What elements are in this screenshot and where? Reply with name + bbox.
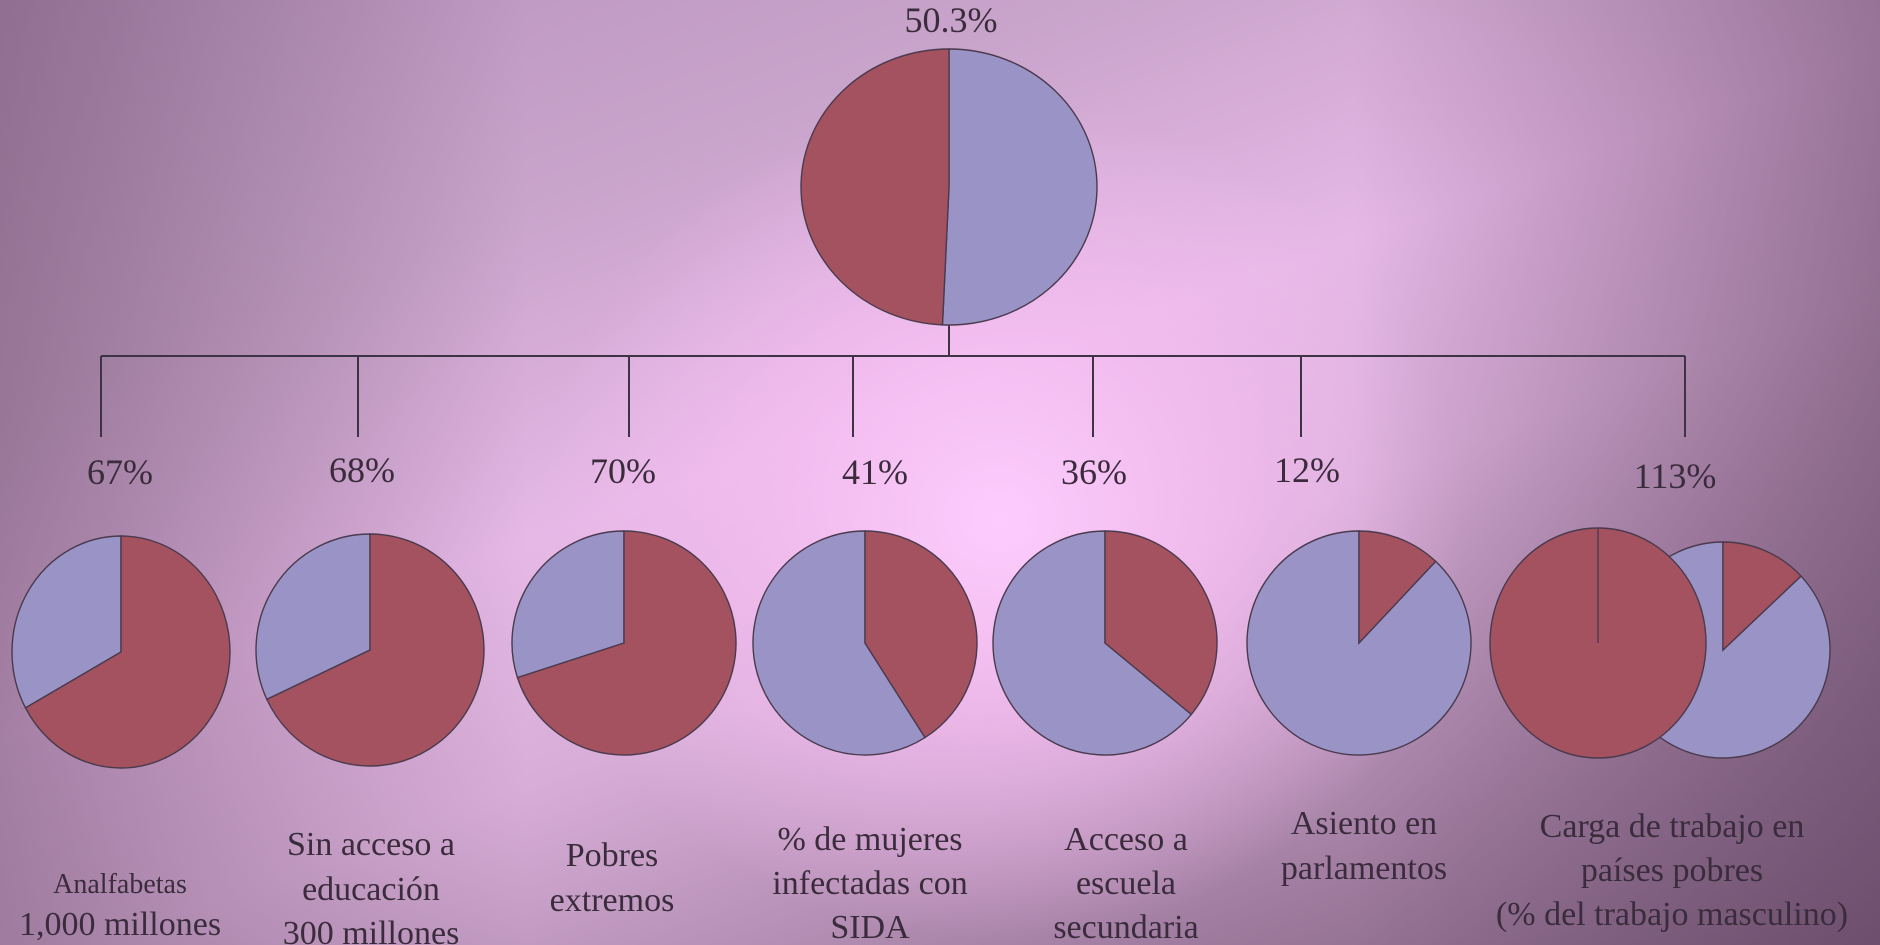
pie-sin-acceso-educacion-label-line-3: 300 millones — [283, 915, 460, 945]
pie-escuela-secundaria-women-slice — [1104, 530, 1218, 716]
pie-mujeres-sida — [752, 530, 978, 756]
pie-escuela-secundaria — [992, 530, 1218, 756]
pie-pobres-extremos-value-label: 70% — [590, 451, 656, 491]
pie-sin-acceso-educacion-value-label: 68% — [329, 450, 395, 490]
pie-sin-acceso-educacion-other-slice — [255, 533, 371, 701]
pie-mujeres-sida-value-label: 41% — [842, 452, 908, 492]
pie-escuela-secundaria-other-slice — [992, 530, 1193, 756]
pie-analfabetas — [11, 535, 231, 769]
pie-pobres-extremos-label-line-2: extremos — [550, 882, 675, 919]
pie-sin-acceso-educacion-label-line-2: educación — [302, 871, 440, 908]
pie-carga-trabajo-label-line-3: (% del trabajo masculino) — [1496, 896, 1848, 933]
pie-pobres-extremos-women-slice — [516, 530, 737, 756]
pie-parlamentos-women-slice — [1358, 530, 1437, 645]
pie-escuela-secundaria-label-line-2: escuela — [1076, 865, 1176, 902]
pie-analfabetas-other-slice — [11, 535, 122, 709]
pie-charts — [11, 48, 1831, 769]
pie-mujeres-sida-other-slice — [752, 530, 926, 756]
tree-connectors — [100, 308, 1686, 437]
pie-escuela-secundaria-label-line-3: secundaria — [1053, 909, 1198, 945]
pie-sin-acceso-educacion-women-slice — [265, 533, 485, 767]
pie-analfabetas-value-label: 67% — [87, 452, 153, 492]
pie-analfabetas-label-line-1: Analfabetas — [53, 869, 187, 900]
top-pie-women-slice — [800, 48, 950, 326]
pie-analfabetas-label-line-2: 1,000 millones — [19, 906, 221, 943]
pie-sin-acceso-educacion-label-line-1: Sin acceso a — [287, 826, 455, 863]
pie-mujeres-sida-women-slice — [864, 530, 978, 739]
pie-escuela-secundaria-value-label: 36% — [1061, 452, 1127, 492]
pie-carga-trabajo-extra-women-slice — [1722, 541, 1802, 652]
pie-parlamentos — [1246, 530, 1472, 756]
pie-carga-trabajo-value-label: 113% — [1634, 456, 1717, 496]
top-pie-value-label: 50.3% — [905, 0, 998, 40]
pie-parlamentos-value-label: 12% — [1274, 450, 1340, 490]
pie-pobres-extremos — [511, 530, 737, 756]
pie-parlamentos-label-line-1: Asiento en — [1291, 805, 1437, 842]
pie-analfabetas-women-slice — [24, 535, 231, 769]
pie-parlamentos-label-line-2: parlamentos — [1281, 850, 1447, 887]
pie-mujeres-sida-label-line-3: SIDA — [830, 909, 910, 945]
top-pie-other-slice — [941, 48, 1098, 326]
pie-escuela-secundaria-label-line-1: Acceso a — [1064, 821, 1188, 858]
pie-carga-trabajo-label-line-1: Carga de trabajo en — [1540, 808, 1805, 845]
pie-sin-acceso-educacion — [255, 533, 485, 767]
pie-mujeres-sida-label-line-2: infectadas con — [772, 865, 967, 902]
top-pie — [800, 48, 1098, 326]
pie-pobres-extremos-other-slice — [511, 530, 625, 679]
chart-labels: 50.3% 67% Analfabetas 1,000 millones 68% Sin … — [19, 0, 1848, 945]
pie-pobres-extremos-label-line-1: Pobres — [566, 837, 659, 874]
pie-carga-trabajo-label-line-2: países pobres — [1581, 852, 1763, 889]
pie-mujeres-sida-label-line-1: % de mujeres — [777, 821, 962, 858]
